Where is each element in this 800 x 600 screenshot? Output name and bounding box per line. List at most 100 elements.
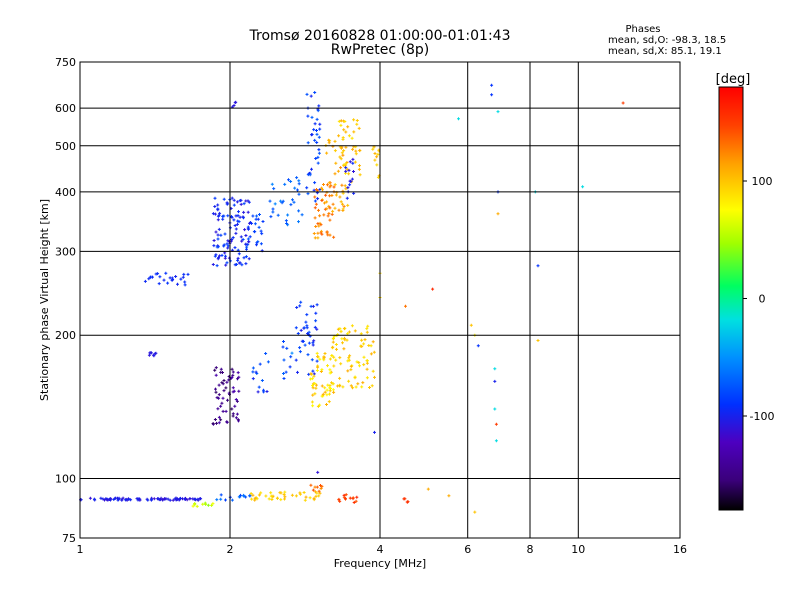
- data-point: [161, 498, 165, 502]
- colorbar-ticks: 100 0 -100: [743, 175, 774, 423]
- data-point: [246, 199, 250, 203]
- data-point: [297, 182, 301, 186]
- data-point: [318, 357, 322, 361]
- data-point: [284, 219, 288, 223]
- data-point: [493, 367, 497, 371]
- data-point: [282, 358, 286, 362]
- data-point: [239, 235, 243, 239]
- x-tick-label: 2: [227, 543, 234, 556]
- data-point: [494, 422, 498, 426]
- data-point: [242, 256, 246, 260]
- data-point: [334, 343, 338, 346]
- data-point: [233, 246, 237, 250]
- data-point: [328, 371, 332, 375]
- data-point: [305, 92, 309, 96]
- data-point: [213, 418, 217, 421]
- data-point: [235, 399, 239, 403]
- chart-title: Tromsø 20160828 01:00:00-01:01:43: [249, 28, 511, 44]
- data-point: [191, 504, 195, 508]
- y-tick-label: 300: [55, 245, 76, 258]
- data-point: [176, 282, 179, 286]
- data-point: [264, 494, 268, 498]
- data-point: [354, 149, 358, 153]
- colorbar: [718, 86, 744, 511]
- data-point: [259, 491, 263, 495]
- data-point: [348, 354, 352, 358]
- data-point: [253, 496, 257, 500]
- data-point: [313, 485, 317, 489]
- data-point: [365, 359, 369, 363]
- data-point: [373, 430, 376, 434]
- data-point: [159, 496, 163, 500]
- data-point: [334, 161, 338, 165]
- data-point: [347, 172, 351, 176]
- data-point: [244, 242, 248, 246]
- data-point: [373, 152, 377, 155]
- data-points: [79, 83, 625, 514]
- data-point: [262, 388, 265, 392]
- data-point: [315, 141, 319, 144]
- data-point: [334, 193, 338, 197]
- data-point: [309, 483, 313, 487]
- data-point: [362, 342, 366, 346]
- data-point: [226, 244, 230, 248]
- data-point: [621, 101, 625, 105]
- data-point: [253, 230, 257, 234]
- x-axis-label: Frequency [MHz]: [334, 557, 426, 570]
- data-point: [221, 217, 225, 221]
- data-point: [156, 497, 160, 501]
- data-point: [217, 415, 221, 419]
- data-point: [296, 332, 300, 335]
- data-point: [216, 407, 220, 411]
- data-point: [313, 91, 317, 94]
- data-point: [312, 232, 316, 235]
- data-point: [217, 227, 221, 231]
- data-point: [157, 282, 161, 286]
- data-point: [251, 366, 255, 370]
- data-point: [370, 384, 374, 388]
- data-point: [343, 336, 346, 340]
- data-point: [327, 181, 331, 185]
- data-point: [331, 345, 335, 349]
- data-point: [269, 491, 273, 495]
- data-point: [322, 183, 325, 186]
- data-point: [220, 381, 224, 385]
- data-point: [146, 498, 150, 502]
- data-point: [300, 213, 304, 217]
- data-point: [193, 503, 197, 507]
- data-point: [224, 409, 228, 413]
- data-point: [224, 386, 228, 390]
- data-point: [286, 223, 290, 227]
- data-point: [332, 336, 335, 340]
- data-point: [313, 216, 317, 220]
- data-point: [222, 197, 226, 201]
- data-point: [244, 495, 248, 499]
- data-point: [258, 213, 261, 216]
- data-point: [310, 115, 314, 119]
- data-point: [214, 230, 218, 234]
- data-point: [219, 418, 223, 422]
- data-point: [242, 202, 246, 206]
- data-point: [490, 93, 494, 97]
- data-point: [363, 338, 367, 342]
- data-point: [259, 229, 263, 233]
- data-point: [325, 230, 329, 234]
- data-point: [306, 114, 310, 118]
- data-point: [270, 498, 274, 501]
- data-point: [224, 263, 228, 267]
- data-point: [211, 422, 215, 425]
- data-point: [323, 352, 327, 355]
- data-point: [248, 494, 252, 498]
- data-point: [326, 364, 329, 368]
- data-point: [241, 238, 245, 241]
- data-point: [288, 365, 292, 369]
- data-point: [315, 369, 319, 372]
- data-point: [289, 180, 293, 183]
- data-point: [162, 497, 166, 501]
- x-tick-label: 4: [377, 543, 384, 556]
- data-point: [330, 381, 333, 385]
- data-point: [260, 379, 264, 382]
- data-point: [314, 386, 318, 390]
- data-point: [344, 130, 348, 134]
- data-point: [316, 155, 320, 159]
